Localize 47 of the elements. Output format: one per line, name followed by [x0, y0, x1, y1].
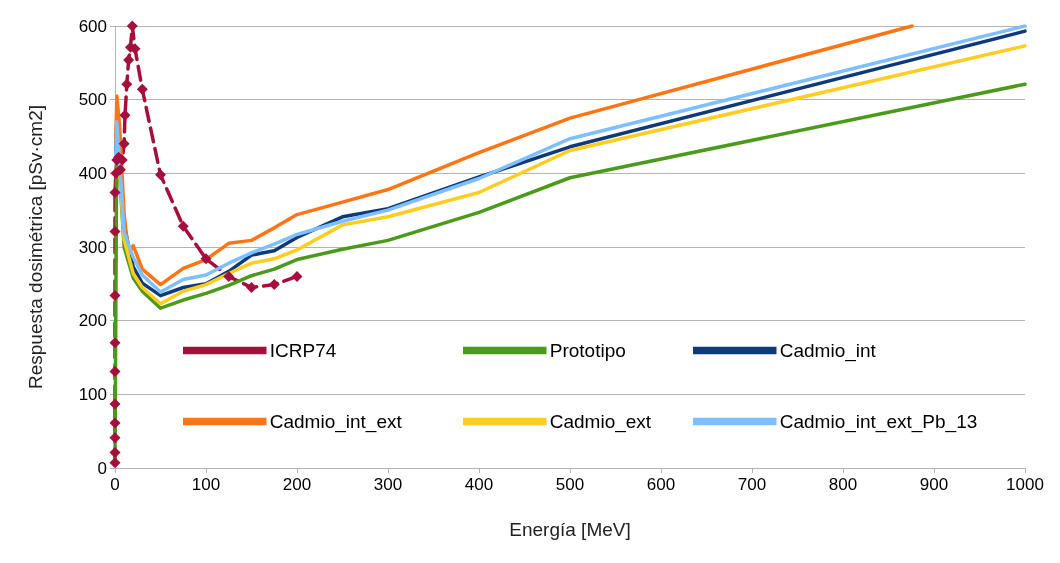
y-tick-label: 300: [78, 237, 107, 257]
legend-label: Cadmio_ext: [549, 411, 652, 433]
legend-label: Cadmio_int_ext: [269, 411, 403, 433]
legend-label: Prototipo: [549, 340, 626, 361]
point: [109, 417, 121, 429]
point: [155, 169, 166, 181]
x-tick-label: 200: [282, 475, 312, 494]
y-tick-label: 100: [78, 384, 107, 404]
point: [136, 83, 148, 95]
legend-label: ICRP74: [269, 340, 337, 361]
point: [109, 447, 121, 459]
x-tick-label: 0: [110, 475, 120, 494]
y-tick-label: 200: [78, 311, 107, 331]
point: [291, 270, 303, 282]
legend-label: Cadmio_int: [779, 340, 877, 362]
point: [223, 270, 235, 282]
point: [109, 398, 121, 410]
point: [268, 279, 280, 291]
point: [126, 20, 138, 32]
x-tick-label: 100: [191, 475, 221, 494]
x-tick-label: 900: [919, 475, 949, 494]
y-tick-label: 400: [78, 163, 107, 183]
x-tick-label: 700: [737, 475, 767, 494]
point: [109, 226, 121, 238]
x-tick-label: 400: [464, 475, 494, 494]
point: [177, 220, 189, 232]
point: [109, 290, 121, 302]
y-axis-title: Respuesta dosimétrica [pSv·cm2]: [25, 104, 46, 390]
y-tick-label: 0: [97, 458, 107, 478]
x-tick-label: 500: [555, 475, 585, 494]
point: [109, 186, 121, 198]
x-axis-title: Energía [MeV]: [509, 519, 631, 540]
point: [109, 432, 121, 444]
point: [200, 253, 212, 265]
x-tick-label: 800: [828, 475, 858, 494]
point: [246, 282, 257, 294]
point: [118, 138, 130, 150]
y-tick-label: 600: [78, 16, 107, 36]
y-tick-label: 500: [78, 90, 107, 110]
x-tick-label: 300: [373, 475, 403, 494]
point: [109, 457, 121, 469]
point: [121, 78, 133, 90]
x-tick-label: 600: [646, 475, 676, 494]
legend-label: Cadmio_int_ext_Pb_13: [779, 411, 978, 433]
point: [109, 337, 121, 349]
x-tick-label: 1000: [1006, 475, 1044, 494]
point: [109, 366, 121, 377]
